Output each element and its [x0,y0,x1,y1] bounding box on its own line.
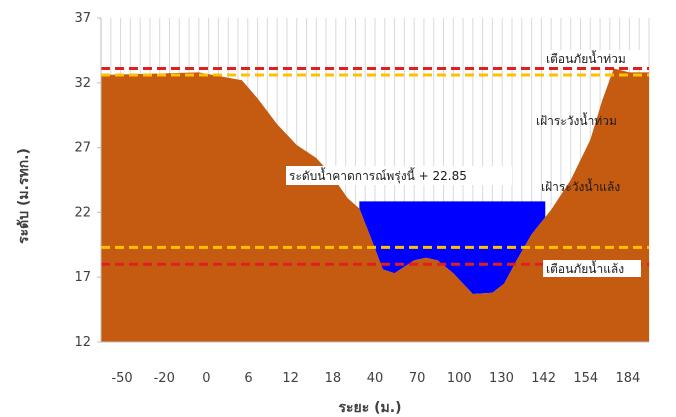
drought-watch-label: เฝ้าระวังน้ำแล้ง [541,178,620,194]
flood-warning-label: เตือนภัยน้ำท่วม [546,50,626,66]
x-tick-label: -50 [111,371,132,386]
water-level-label: ระดับน้ำคาดการณ์พรุ่งนี้ + 22.85 [289,167,467,184]
water-level-label-bg [286,166,512,185]
x-tick-label: 142 [531,371,556,386]
drought-warning-label-bg [543,260,641,277]
y-axis-title: ระดับ (ม.รทก.) [16,148,32,244]
flood-warning-label-bg [544,50,640,67]
flood-watch-label: เฝ้าระวังน้ำท่วม [536,112,617,128]
y-tick-label: 17 [74,270,91,285]
x-axis: -50 -20 0 6 12 18 40 70 100 130 142 154 184 [101,341,649,386]
x-axis-title: ระยะ (ม.) [339,400,402,416]
x-tick-label: 12 [282,371,299,386]
x-tick-label: 154 [573,371,598,386]
annotations: เตือนภัยน้ำท่วม เฝ้าระวังน้ำท่วม ระดับน้… [286,50,641,277]
x-tick-label: 100 [447,371,472,386]
drought-warning-label: เตือนภัยน้ำแล้ง [546,260,624,276]
y-tick-label: 32 [74,76,91,91]
x-tick-label: 70 [409,371,426,386]
x-tick-label: 184 [616,371,641,386]
y-tick-label: 37 [74,11,91,26]
y-tick-label: 12 [74,335,91,350]
x-tick-label: 18 [325,371,342,386]
x-tick-label: 0 [202,371,210,386]
x-tick-label: 6 [244,371,252,386]
y-tick-label: 27 [74,141,91,156]
riverbed-area [101,68,649,342]
x-tick-label: 130 [489,371,514,386]
x-tick-label: -20 [154,371,175,386]
x-tick-label: 40 [367,371,384,386]
y-axis: 12 17 22 27 32 37 [74,11,102,350]
y-tick-label: 22 [74,205,91,220]
